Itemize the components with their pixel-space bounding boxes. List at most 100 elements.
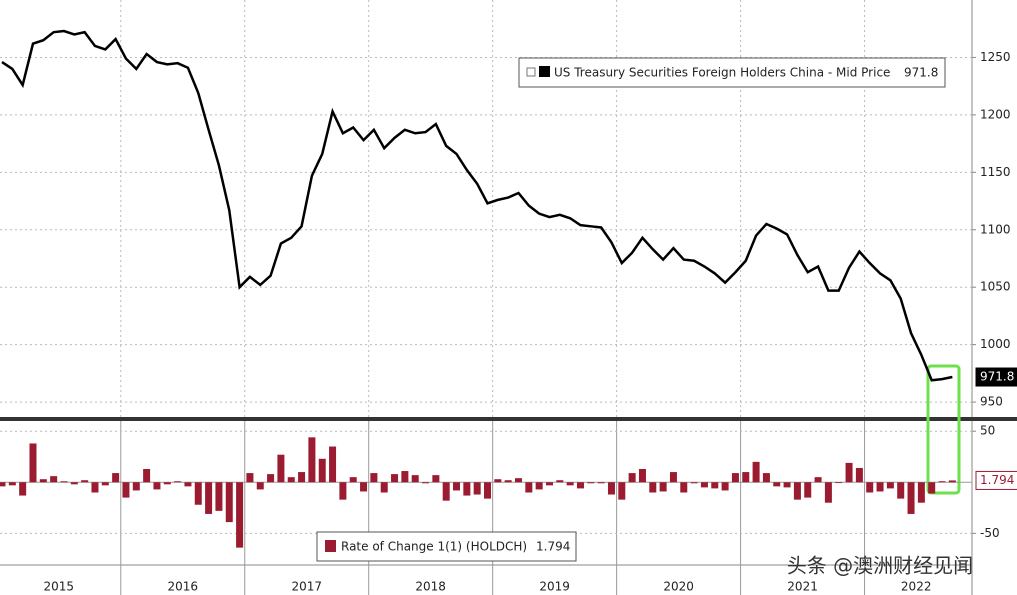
bar [60, 481, 68, 483]
bar [215, 482, 223, 511]
x-tick-label: 2022 [901, 580, 932, 594]
bar [948, 480, 956, 483]
last-value-label: 971.8 [980, 370, 1014, 384]
legend-label: US Treasury Securities Foreign Holders C… [554, 66, 890, 80]
bar [484, 482, 492, 499]
bar [91, 482, 99, 493]
legend-label: Rate of Change 1(1) (HOLDCH) [341, 540, 527, 554]
bar [246, 473, 254, 483]
bar [504, 480, 512, 483]
legend-swatch [539, 66, 550, 77]
bar [917, 482, 925, 503]
bar [835, 482, 843, 484]
bar [174, 481, 182, 483]
y-tick-label: 1050 [980, 280, 1011, 294]
bar [0, 482, 6, 487]
legend: Rate of Change 1(1) (HOLDCH) 1.794 [316, 531, 577, 562]
bar [401, 471, 409, 483]
bar [298, 472, 306, 483]
legend: US Treasury Securities Foreign Holders C… [518, 57, 946, 88]
bar [39, 479, 47, 483]
bar [845, 462, 853, 483]
bar [680, 482, 688, 493]
bar [711, 482, 719, 489]
bar [256, 482, 264, 490]
bar [607, 482, 615, 495]
bar [442, 482, 450, 501]
bar [721, 482, 729, 491]
bar [205, 482, 213, 514]
bar [184, 482, 192, 487]
x-tick-label: 2016 [168, 580, 199, 594]
y-tick-label: 50 [980, 424, 995, 438]
bar [876, 482, 884, 492]
bar [793, 482, 801, 500]
bar [752, 461, 760, 483]
bar [370, 473, 378, 483]
bar [700, 482, 708, 488]
bar [669, 472, 677, 483]
bar [824, 482, 832, 503]
bar [545, 482, 553, 486]
y-tick-label: 1150 [980, 165, 1011, 179]
bar [163, 482, 171, 485]
x-tick-label: 2019 [539, 580, 570, 594]
bar [8, 482, 16, 486]
bar [112, 473, 120, 483]
bar [814, 477, 822, 483]
bar [432, 475, 440, 483]
bar [391, 474, 399, 483]
bar [649, 482, 657, 493]
bar [659, 482, 667, 492]
bar [855, 467, 863, 483]
bar [690, 482, 698, 484]
bar [411, 475, 419, 483]
bar [122, 482, 130, 498]
bar [473, 482, 481, 495]
bar [339, 482, 347, 500]
bar [866, 482, 874, 493]
bar [525, 482, 533, 493]
bar [907, 482, 915, 514]
bar [329, 446, 337, 483]
bar [762, 473, 770, 483]
bar [143, 469, 151, 483]
last-value-tag [975, 470, 1017, 490]
last-value-label: 1.794 [980, 473, 1014, 487]
x-tick-label: 2017 [291, 580, 322, 594]
x-tick-label: 2020 [663, 580, 694, 594]
bar [287, 477, 295, 483]
bar [566, 482, 574, 486]
bar [194, 482, 202, 505]
bar [29, 443, 37, 483]
bar [349, 477, 357, 483]
bar [938, 481, 946, 483]
bar [773, 482, 781, 487]
legend-swatch [325, 540, 336, 552]
bar [731, 473, 739, 483]
bar [453, 482, 461, 491]
y-tick-label: -50 [980, 526, 1000, 540]
bar [70, 482, 78, 485]
bar [515, 478, 522, 483]
bar [535, 482, 543, 490]
bar [587, 482, 595, 484]
y-tick-label: 1100 [980, 222, 1011, 236]
bar [132, 482, 140, 491]
bar [277, 454, 285, 483]
bar [463, 482, 471, 496]
bar [783, 482, 791, 488]
bar [638, 469, 646, 483]
legend-toggle [526, 67, 536, 77]
bar [576, 482, 584, 489]
bar [928, 482, 936, 494]
legend-value: 971.8 [904, 66, 938, 80]
bar [556, 480, 564, 483]
bar [628, 473, 636, 483]
y-tick-label: 1250 [980, 50, 1011, 64]
bar [494, 479, 502, 483]
y-tick-label: 950 [980, 395, 1003, 409]
bar [225, 482, 233, 523]
